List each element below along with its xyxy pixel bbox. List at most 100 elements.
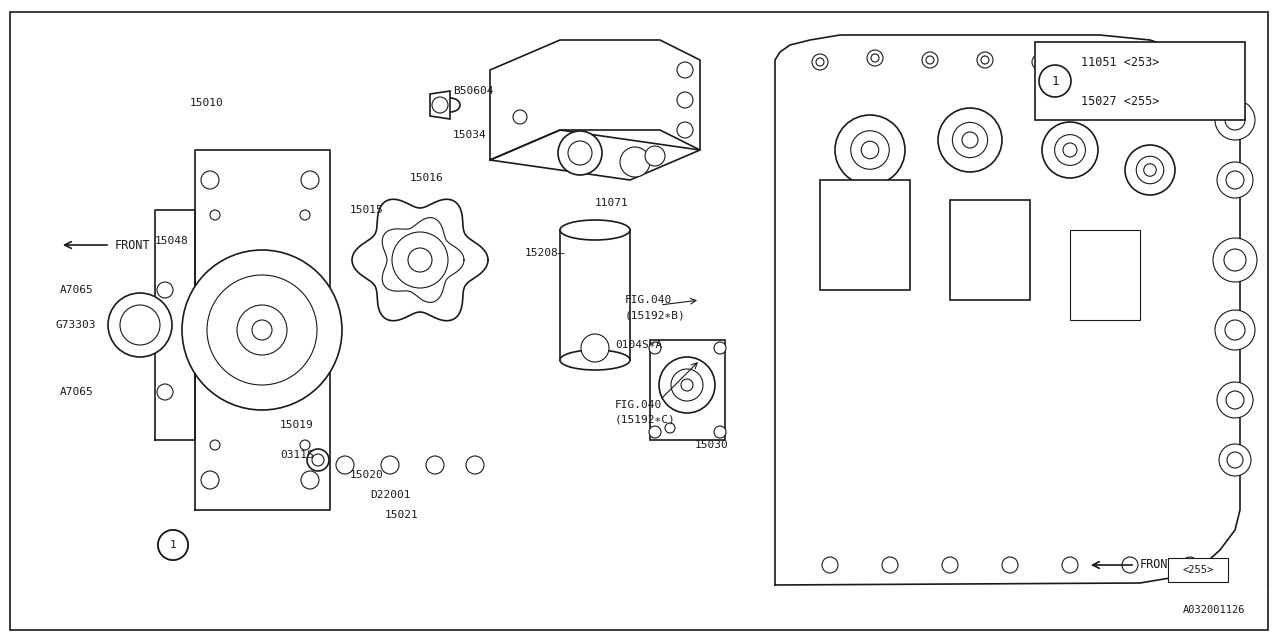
Circle shape [620, 147, 650, 177]
Circle shape [882, 557, 899, 573]
Circle shape [714, 426, 726, 438]
Circle shape [1226, 171, 1244, 189]
Circle shape [1144, 164, 1156, 176]
Circle shape [677, 92, 692, 108]
Circle shape [681, 379, 692, 391]
Circle shape [157, 384, 173, 400]
Text: 1: 1 [170, 540, 177, 550]
Circle shape [512, 282, 548, 318]
Bar [1169, 558, 1228, 582]
Circle shape [714, 342, 726, 354]
Circle shape [493, 300, 507, 314]
Circle shape [1042, 122, 1098, 178]
Circle shape [182, 250, 342, 410]
Text: A032001126: A032001126 [1183, 605, 1245, 615]
Circle shape [1091, 64, 1100, 72]
Circle shape [659, 357, 716, 413]
Text: <255>: <255> [1183, 565, 1213, 575]
Circle shape [1036, 58, 1044, 66]
Circle shape [1225, 110, 1245, 130]
Text: FIG.040: FIG.040 [625, 295, 672, 305]
Circle shape [1215, 310, 1254, 350]
Circle shape [867, 50, 883, 66]
Text: 1: 1 [170, 540, 177, 550]
Circle shape [408, 248, 433, 272]
Text: 15015: 15015 [349, 205, 384, 215]
Text: G73303: G73303 [55, 320, 96, 330]
Circle shape [942, 557, 957, 573]
Circle shape [922, 52, 938, 68]
Text: 15021: 15021 [385, 510, 419, 520]
Circle shape [568, 141, 593, 165]
Circle shape [1125, 145, 1175, 195]
Circle shape [1213, 238, 1257, 282]
Circle shape [671, 369, 703, 401]
Circle shape [952, 122, 988, 157]
Circle shape [157, 530, 188, 560]
Text: FRONT: FRONT [1140, 559, 1175, 572]
Circle shape [558, 131, 602, 175]
Circle shape [307, 449, 329, 471]
Text: 1: 1 [1051, 74, 1059, 88]
Circle shape [1137, 156, 1164, 184]
Circle shape [581, 334, 609, 362]
Text: 0311S: 0311S [280, 450, 314, 460]
Circle shape [1219, 444, 1251, 476]
Circle shape [1228, 452, 1243, 468]
Text: 15208—: 15208— [525, 248, 566, 258]
Circle shape [822, 557, 838, 573]
Ellipse shape [415, 230, 525, 330]
Text: B50604: B50604 [453, 86, 494, 96]
Circle shape [252, 320, 273, 340]
Circle shape [649, 342, 660, 354]
Circle shape [157, 282, 173, 298]
Text: 15019: 15019 [280, 420, 314, 430]
Circle shape [448, 258, 492, 302]
Circle shape [210, 440, 220, 450]
Circle shape [381, 456, 399, 474]
Circle shape [1217, 162, 1253, 198]
Text: 15027 <255>: 15027 <255> [1082, 95, 1160, 108]
Bar [950, 200, 1030, 300]
Circle shape [157, 530, 188, 560]
Circle shape [1032, 54, 1048, 70]
Circle shape [201, 171, 219, 189]
Ellipse shape [440, 98, 460, 112]
Text: A7065: A7065 [60, 387, 93, 397]
Text: 15010: 15010 [189, 98, 224, 108]
Text: 15016: 15016 [410, 173, 444, 183]
Circle shape [466, 456, 484, 474]
Bar [1070, 230, 1140, 320]
Bar [820, 180, 910, 290]
Circle shape [513, 110, 527, 124]
Text: 15030: 15030 [695, 440, 728, 450]
Circle shape [835, 115, 905, 185]
Circle shape [817, 58, 824, 66]
Circle shape [925, 56, 934, 64]
Circle shape [312, 454, 324, 466]
Text: 15020: 15020 [349, 470, 384, 480]
Circle shape [1226, 391, 1244, 409]
Circle shape [645, 146, 666, 166]
Circle shape [120, 305, 160, 345]
Circle shape [201, 471, 219, 489]
Circle shape [493, 246, 507, 260]
Circle shape [666, 423, 675, 433]
Circle shape [434, 246, 447, 260]
Bar [561, 230, 630, 360]
Circle shape [1039, 65, 1071, 97]
Circle shape [210, 210, 220, 220]
Circle shape [980, 56, 989, 64]
Circle shape [1224, 249, 1245, 271]
Ellipse shape [561, 350, 630, 370]
Bar [1036, 42, 1245, 120]
Circle shape [392, 232, 448, 288]
Circle shape [237, 305, 287, 355]
Circle shape [207, 275, 317, 385]
Ellipse shape [485, 259, 575, 341]
Circle shape [812, 54, 828, 70]
Circle shape [1002, 557, 1018, 573]
Text: 11051 <253>: 11051 <253> [1082, 56, 1160, 68]
Circle shape [300, 440, 310, 450]
Circle shape [1087, 60, 1103, 76]
